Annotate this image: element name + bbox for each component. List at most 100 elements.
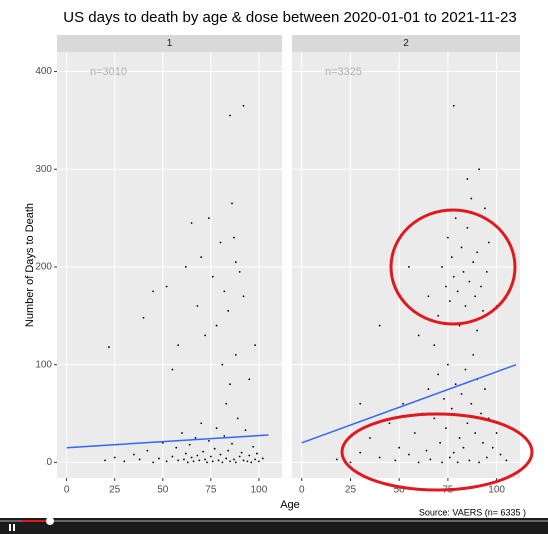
point: [234, 261, 237, 263]
point: [464, 368, 467, 371]
point: [211, 275, 214, 278]
point: [437, 314, 440, 317]
point: [186, 461, 189, 464]
point: [378, 456, 381, 459]
point: [427, 388, 430, 390]
point: [184, 266, 187, 268]
point: [417, 334, 420, 337]
point: [359, 451, 362, 454]
point: [445, 427, 447, 430]
point: [184, 452, 187, 455]
point: [236, 417, 239, 420]
point: [177, 459, 180, 462]
point: [456, 461, 459, 464]
point: [474, 432, 477, 434]
point: [254, 344, 256, 347]
point: [225, 457, 228, 460]
point: [470, 197, 473, 200]
point: [123, 460, 126, 463]
point: [208, 217, 210, 220]
point: [229, 383, 231, 386]
point: [108, 346, 110, 348]
point: [233, 458, 235, 461]
point: [443, 397, 445, 400]
point: [487, 241, 490, 244]
point: [485, 456, 488, 459]
y-tick-label: 300: [35, 164, 52, 175]
annotations: [340, 208, 534, 492]
x-tick-label: 100: [488, 485, 505, 496]
point: [499, 453, 502, 456]
panel: [292, 52, 520, 478]
x-axis-title: Age: [280, 499, 300, 511]
point: [171, 368, 174, 371]
point: [474, 295, 477, 298]
point: [335, 458, 338, 461]
sample-size-note: n=3325: [325, 66, 362, 78]
point: [425, 449, 428, 452]
point: [448, 456, 451, 459]
video-controls: [0, 517, 548, 534]
point: [394, 459, 397, 462]
point: [183, 458, 185, 461]
x-tick-label: 50: [394, 485, 406, 496]
point: [196, 305, 199, 307]
point: [261, 457, 264, 460]
point: [464, 305, 467, 307]
pause-button[interactable]: [9, 524, 11, 531]
point: [175, 446, 178, 449]
point: [462, 270, 465, 273]
point: [476, 251, 479, 254]
point: [158, 457, 160, 460]
point: [433, 344, 436, 347]
point: [454, 217, 457, 220]
point: [452, 451, 455, 454]
y-tick-label: 400: [35, 66, 52, 77]
point: [181, 432, 183, 434]
y-axis-title: Number of Days to Death: [24, 203, 36, 327]
point: [221, 363, 224, 366]
point: [378, 324, 381, 327]
point: [238, 270, 241, 273]
point: [223, 435, 226, 437]
point: [152, 290, 155, 293]
point: [188, 443, 191, 446]
point: [133, 453, 135, 456]
point: [441, 461, 443, 464]
point: [177, 344, 180, 347]
point: [482, 310, 484, 312]
pause-button[interactable]: [13, 524, 15, 531]
point: [171, 455, 174, 458]
point: [369, 437, 371, 439]
chart-title: US days to death by age & dose between 2…: [63, 9, 516, 26]
point: [480, 412, 482, 415]
point: [234, 461, 237, 464]
point: [248, 378, 251, 381]
point: [223, 290, 226, 293]
point: [478, 168, 480, 171]
point: [146, 449, 149, 452]
point: [234, 353, 237, 356]
point: [190, 456, 193, 459]
point: [505, 459, 508, 462]
point: [231, 442, 233, 445]
point: [229, 460, 231, 463]
point: [258, 460, 260, 463]
point: [113, 456, 116, 459]
point: [466, 226, 469, 229]
strip-label: 2: [403, 38, 409, 49]
x-tick-label: 50: [157, 485, 169, 496]
point: [437, 373, 440, 376]
x-tick-label: 75: [205, 485, 217, 496]
y-tick-label: 0: [46, 457, 52, 468]
point: [208, 439, 210, 442]
point: [408, 266, 410, 268]
point: [460, 393, 463, 395]
point: [468, 459, 471, 462]
progress-handle[interactable]: [46, 517, 54, 525]
point: [413, 432, 416, 434]
point: [349, 461, 352, 464]
point: [227, 310, 230, 312]
point: [250, 461, 253, 464]
